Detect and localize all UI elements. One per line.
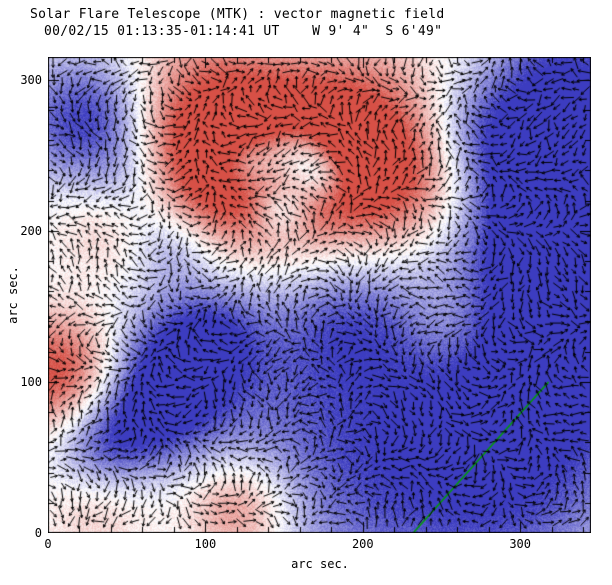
x-axis-label: arc sec. — [291, 557, 349, 571]
y-tick-label: 100 — [20, 374, 42, 389]
x-tick-label: 300 — [509, 537, 532, 551]
y-tick-label: 200 — [20, 223, 42, 238]
y-tick-label: 0 — [34, 526, 42, 540]
x-tick-label: 200 — [351, 537, 374, 551]
magnetogram-canvas — [48, 57, 591, 533]
figure-title: Solar Flare Telescope (MTK) : vector mag… — [30, 7, 445, 22]
x-tick-label: 100 — [194, 537, 217, 551]
y-tick-label: 300 — [20, 72, 42, 87]
y-axis-label: arc sec. — [6, 266, 20, 324]
figure-subtitle: 00/02/15 01:13:35-01:14:41 UT W 9' 4" S … — [44, 24, 443, 39]
x-tick-label: 0 — [44, 537, 52, 551]
